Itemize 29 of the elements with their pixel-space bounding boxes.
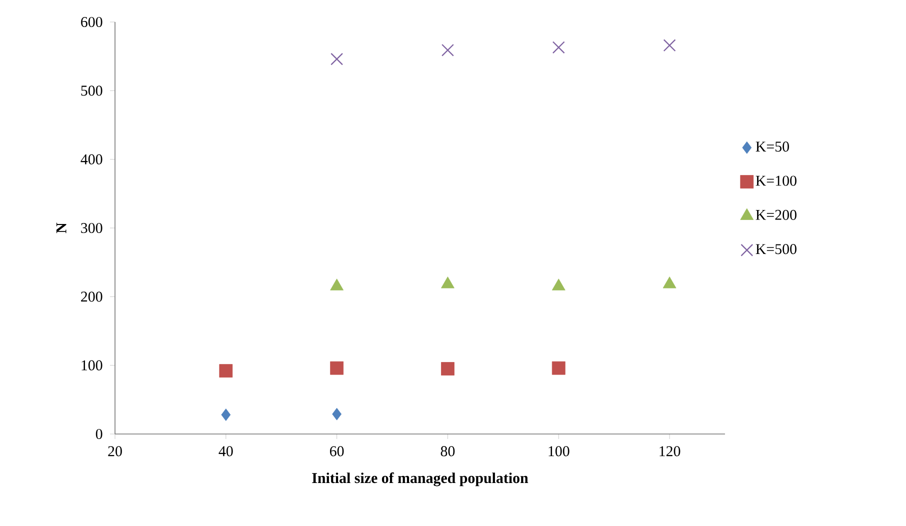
x-tick-label: 40 (218, 446, 233, 456)
point (663, 39, 676, 52)
y-tick-label: 100 (82, 360, 102, 370)
legend-label: K=500 (756, 244, 796, 254)
x-tick-label: 100 (548, 446, 570, 456)
y-tick-label: 300 (81, 222, 102, 234)
legend-label: K=200 (756, 210, 796, 220)
point (552, 361, 566, 375)
point (330, 361, 344, 375)
point (441, 44, 454, 56)
legend-label: K=100 (756, 176, 796, 186)
y-tick-label: 600 (81, 16, 102, 28)
x-axis-title: Initial size of managed population (312, 472, 528, 486)
y-tick-label: 400 (80, 154, 102, 164)
point (552, 41, 565, 54)
point (441, 362, 454, 376)
x-tick-label: 120 (660, 446, 680, 456)
x-tick-label: 20 (108, 446, 122, 456)
point (332, 408, 342, 420)
y-tick-label: 200 (81, 292, 102, 302)
point (219, 364, 233, 378)
y-tick-label: 500 (81, 86, 102, 96)
y-axis-title: N (56, 222, 66, 234)
point (330, 52, 344, 66)
x-tick-label: 60 (330, 446, 344, 456)
x-tick-label: 80 (440, 446, 455, 456)
legend-label: K=50 (756, 142, 789, 152)
y-tick-label: 0 (96, 428, 102, 440)
point (221, 408, 231, 421)
